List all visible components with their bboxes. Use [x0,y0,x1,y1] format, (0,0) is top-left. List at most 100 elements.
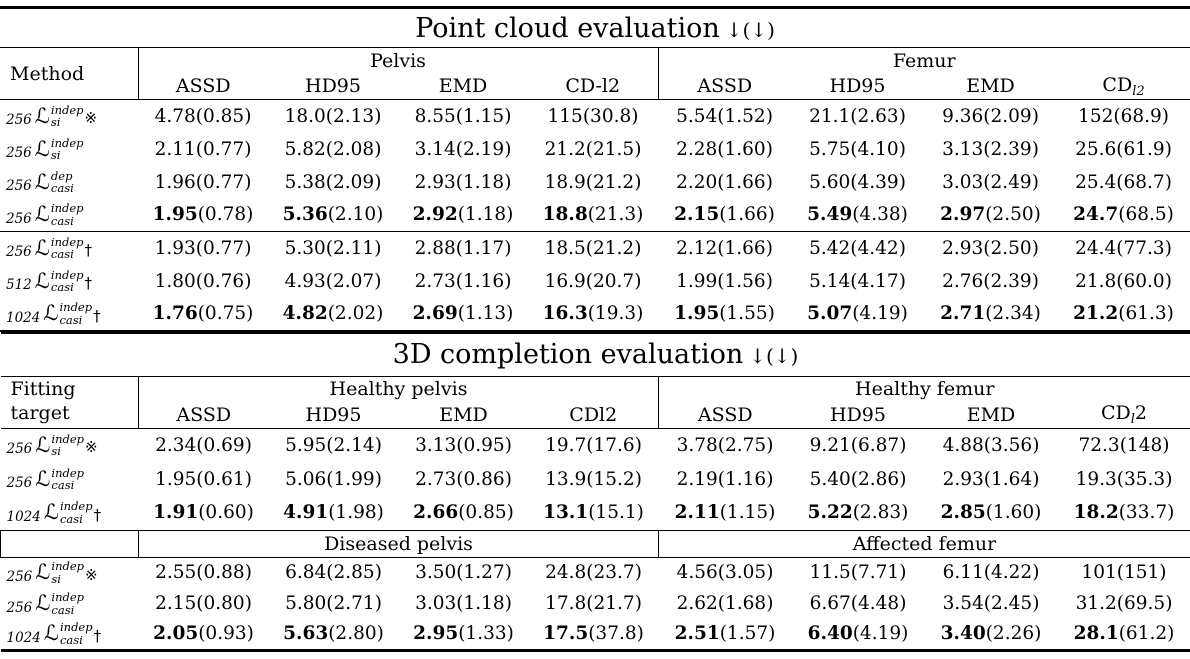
empty-subheader-cell [0,529,139,558]
group-header-healthy-femur: Healthy femur [855,378,995,400]
value-std: (0.88) [196,562,252,584]
value-cell: 24.4(77.3) [1057,231,1190,265]
value-cell: 2.51(1.57) [658,619,792,652]
value-main: 4.91 [283,502,329,524]
value-std: (0.78) [197,204,254,226]
value-std: (61.9) [1116,138,1172,160]
value-cell: 5.63(2.80) [268,619,399,652]
value-cell: 9.21(6.87) [792,428,925,462]
loss-subscript: casi [59,511,83,526]
value-main: 2.73 [415,468,457,490]
value-std: (4.19) [852,303,908,324]
value-std: (2.50) [985,204,1041,226]
value-std: (2.02) [327,303,384,324]
value-std: (3.56) [983,434,1040,456]
value-std: (2.83) [852,502,909,524]
value-std: (1.16) [455,270,512,292]
value-cell: 28.1(61.2) [1057,619,1190,652]
loss-symbol: ℒ [34,136,50,161]
value-std: (2.26) [985,623,1042,645]
value-cell: 3.50(1.27) [399,557,529,588]
value-cell: 5.06(1.99) [269,462,399,496]
value-std: (1.18) [456,593,512,614]
value-cell: 1.96(0.77) [138,166,268,199]
loss-subscript: casi [50,213,74,228]
value-cell: 3.14(2.19) [398,133,528,166]
loss-scripts: indep si [51,432,84,457]
value-main: 16.3 [542,303,588,324]
value-main: 2.95 [413,623,459,645]
value-std: (21.5) [585,138,642,160]
value-cell: 5.40(2.86) [792,462,925,496]
point-count: 1024 [6,508,41,525]
value-std: (4.17) [850,270,906,292]
group-header-diseased-pelvis: Diseased pelvis [138,529,659,558]
method-column-header: Method [0,47,139,100]
value-std: (30.8) [582,105,639,127]
point-count: 256 [6,210,32,227]
value-cell: 2.85(1.60) [925,496,1058,530]
value-cell: 13.1(15.1) [529,496,659,530]
table-title-row: 3D completion evaluation ↓(↓) [0,331,1190,377]
value-main: 2.93 [942,468,984,490]
value-std: (1.15) [455,105,512,127]
value-std: (1.56) [717,270,773,292]
down-arrow-indicator: ↓(↓) [725,17,775,42]
value-main: 2.34 [155,434,197,456]
value-std: (1.64) [983,468,1040,490]
down-arrow-indicator: ↓(↓) [749,344,799,368]
value-main: 16.9 [544,270,586,292]
value-main: 2.76 [942,270,984,292]
value-cell: 2.15(1.66) [658,199,791,232]
value-std: (4.48) [850,593,907,614]
value-main: 24.4 [1075,237,1117,259]
table-title-row: Point cloud evaluation ↓(↓) [0,6,1190,48]
value-std: (21.3) [587,204,644,226]
value-std: (0.77) [195,171,252,193]
loss-superscript: indep [51,559,85,574]
value-cell: 6.84(2.85) [269,557,399,588]
value-std: (2.10) [327,204,384,226]
value-cell: 6.40(4.19) [791,619,925,652]
loss-superscript: indep [51,465,85,480]
point-count: 256 [6,568,33,585]
loss-scripts: indep casi [60,621,93,646]
value-cell: 8.55(1.15) [398,100,528,133]
value-main: 6.67 [809,593,851,614]
value-std: (33.7) [1118,502,1175,524]
value-main: 24.7 [1073,204,1119,226]
value-cell: 2.12(1.66) [658,231,791,265]
metric-header-emd: EMD [398,401,529,429]
value-main: 6.11 [942,562,984,584]
value-main: 25.4 [1075,171,1117,193]
metric-header-assd: ASSD [138,401,269,429]
value-main: 5.07 [807,303,853,324]
metric-header-assd: ASSD [658,401,792,429]
value-cell: 3.03(1.18) [399,588,529,619]
value-main: 4.93 [284,270,326,292]
value-main: 8.55 [414,105,456,127]
value-cell: 2.73(0.86) [399,462,529,496]
reference-marker: ※ [84,109,98,128]
value-std: (4.22) [983,562,1040,584]
loss-subscript: casi [51,602,75,617]
value-cell: 24.7(68.5) [1057,199,1190,232]
value-main: 2.93 [414,171,456,193]
table-title-text: 3D completion evaluation [392,339,744,370]
value-main: 5.42 [809,237,851,259]
value-main: 5.54 [676,105,718,127]
value-cell: 17.8(21.7) [529,588,659,619]
value-main: 2.28 [676,138,718,160]
value-cell: 2.93(1.64) [925,462,1058,496]
value-std: (61.3) [1118,303,1174,324]
value-cell: 2.93(1.18) [398,166,528,199]
point-count: 256 [6,475,33,491]
value-cell: 9.36(2.09) [924,100,1057,133]
value-main: 1.76 [152,303,198,324]
